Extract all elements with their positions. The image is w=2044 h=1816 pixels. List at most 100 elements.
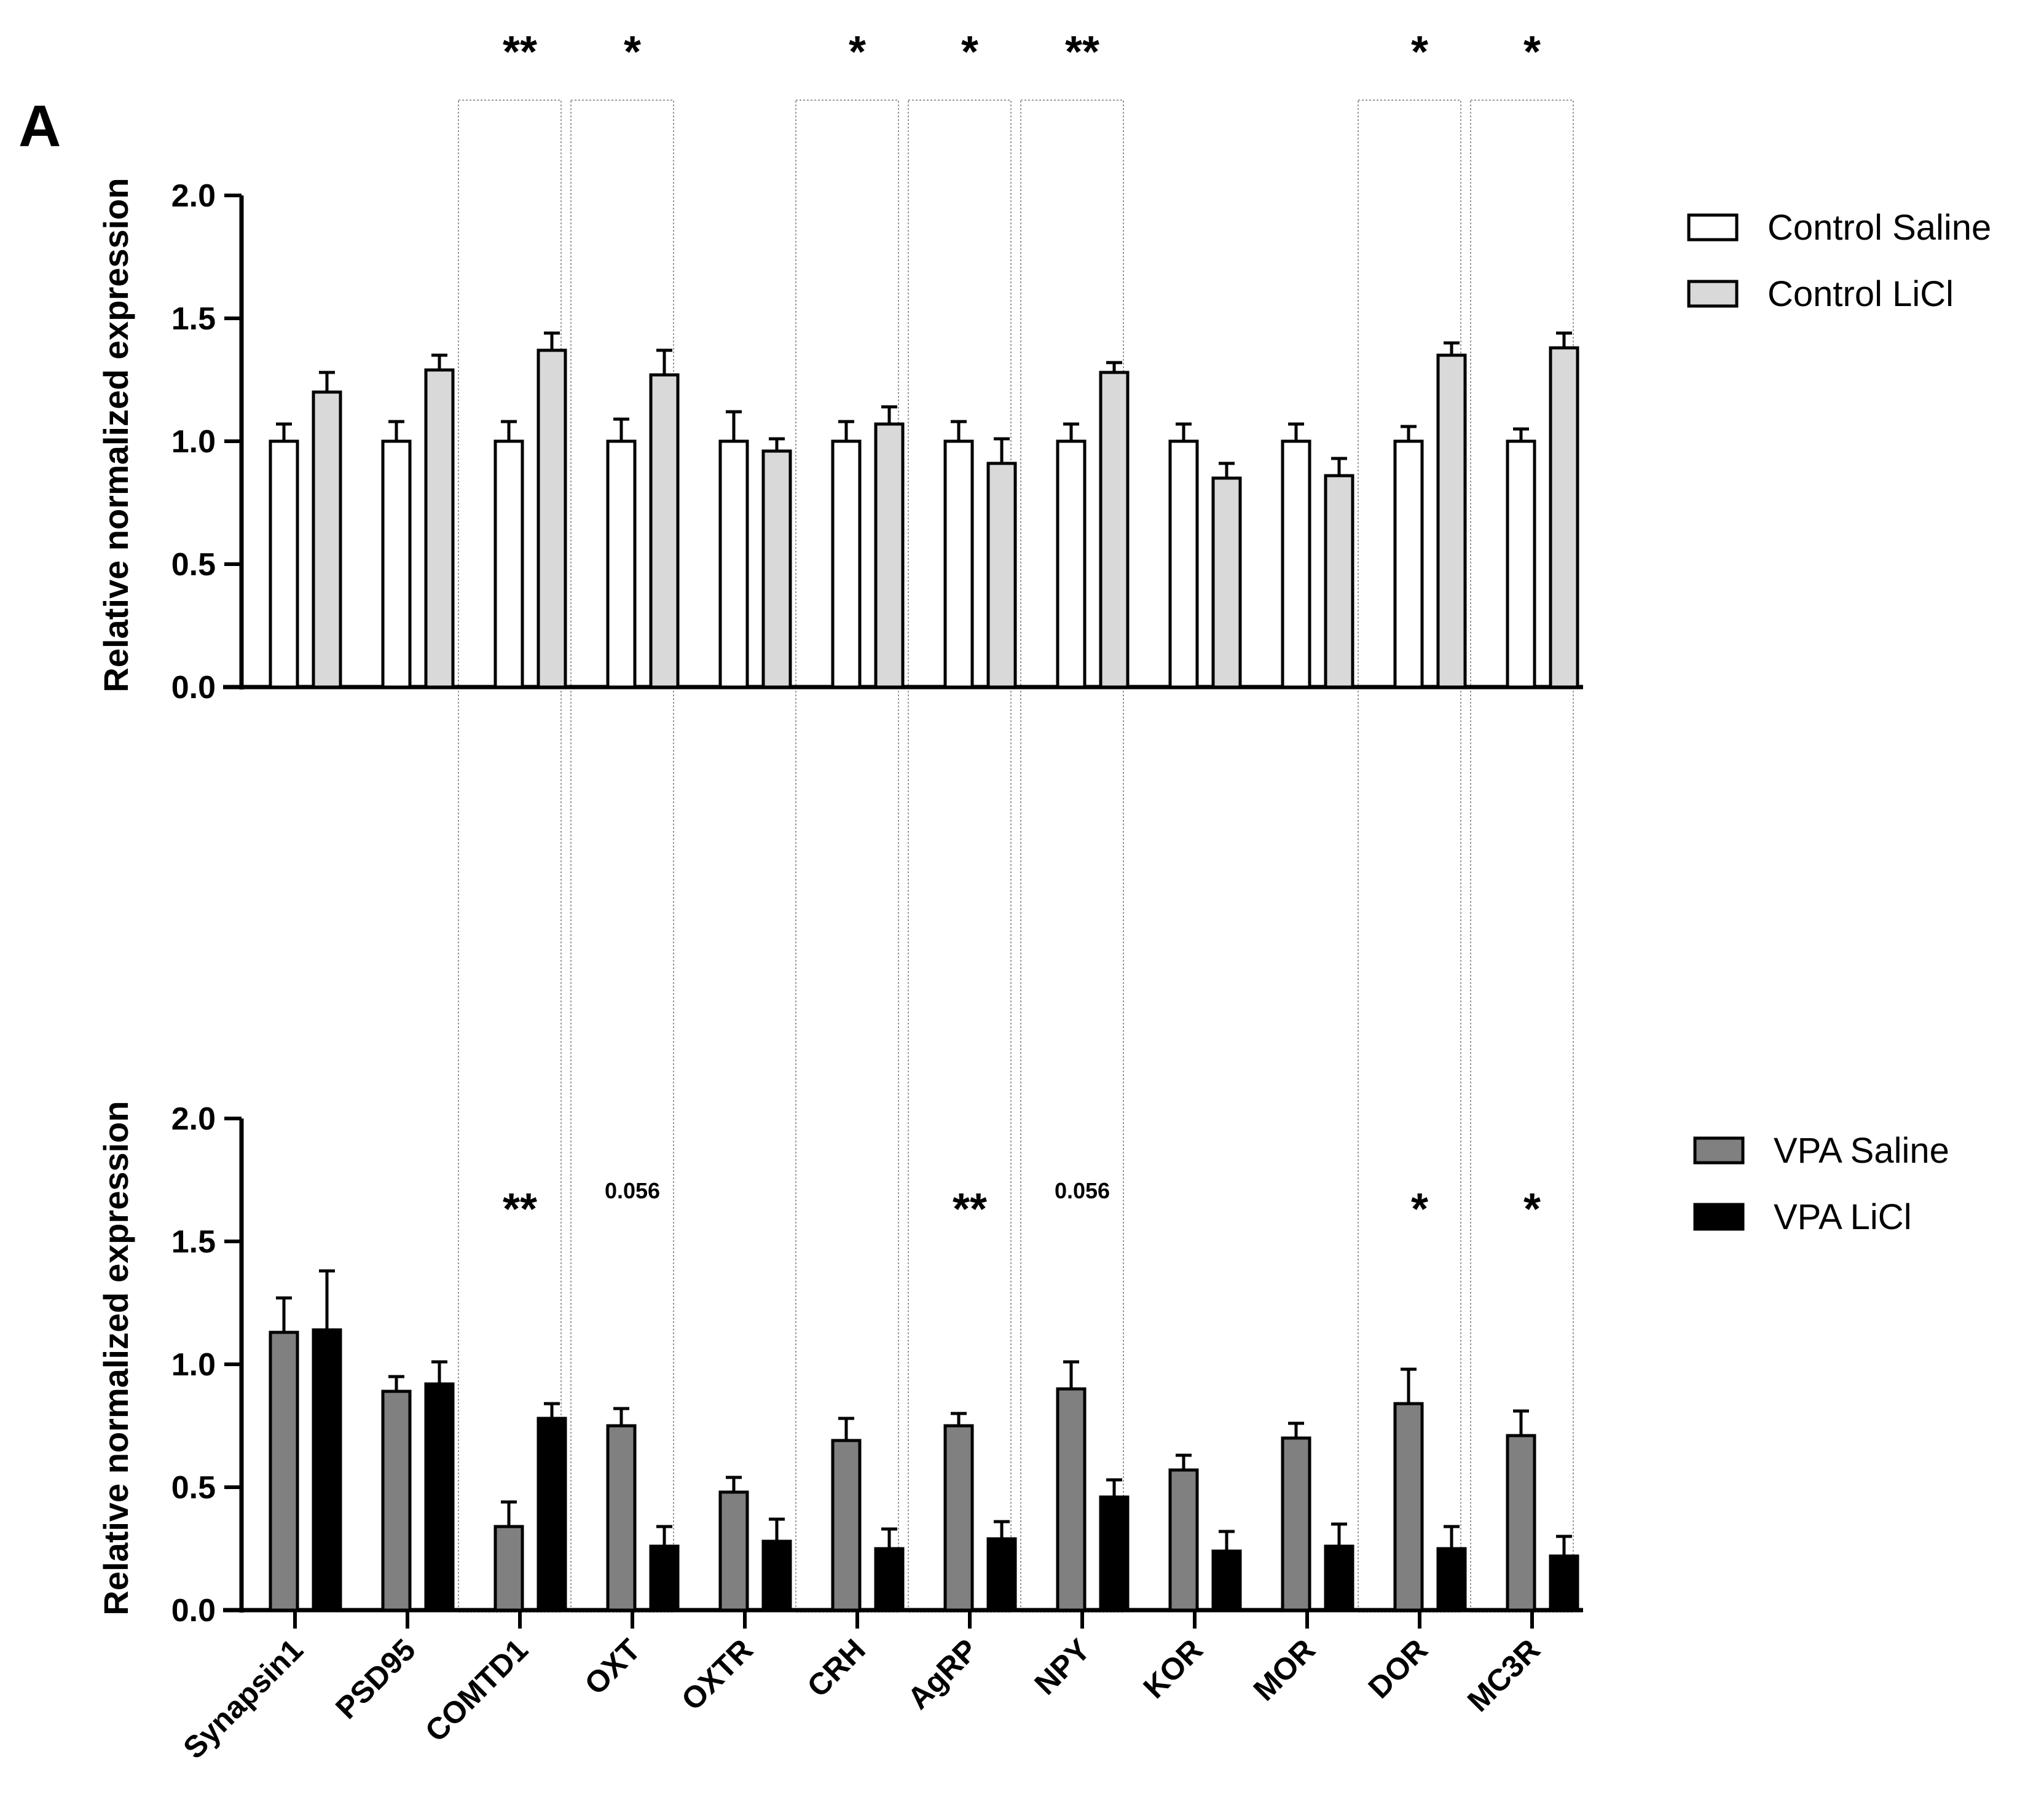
bar-vpa-saline-npy xyxy=(1056,1387,1087,1612)
x-tick-label-dor: DOR xyxy=(1362,1632,1434,1705)
bar-vpa-licl-synapsin1 xyxy=(312,1328,342,1612)
panel-label: A xyxy=(18,93,61,159)
legend-label-vpa-saline: VPA Saline xyxy=(1774,1131,1949,1171)
bar-control-licl-kor xyxy=(1211,476,1242,689)
highlight-box-agrp xyxy=(908,100,1012,1613)
x-tick-label-oxtr: OXTR xyxy=(675,1632,760,1717)
bar-control-licl-psd95 xyxy=(424,368,455,689)
bar-vpa-saline-comtd1 xyxy=(493,1525,524,1612)
y-tick-label: 1.0 xyxy=(171,1347,216,1383)
bar-control-saline-oxtr xyxy=(718,439,749,689)
y-tick-label: 2.0 xyxy=(171,1101,216,1137)
legend-swatch-vpa-saline xyxy=(1693,1136,1745,1165)
bar-vpa-saline-oxt xyxy=(606,1424,637,1612)
y-axis-label: Relative normalized expression xyxy=(96,178,135,692)
bar-vpa-saline-mc3r xyxy=(1506,1434,1536,1612)
significance-npy: ** xyxy=(1065,28,1099,77)
significance-dor: * xyxy=(1411,28,1428,77)
bar-control-saline-synapsin1 xyxy=(269,439,299,689)
bar-vpa-saline-mor xyxy=(1281,1436,1311,1612)
significance-dor: * xyxy=(1411,1185,1428,1234)
x-tick-label-synapsin1: Synapsin1 xyxy=(176,1632,309,1765)
bar-vpa-saline-oxtr xyxy=(718,1490,749,1612)
significance-mc3r: * xyxy=(1523,1185,1541,1234)
bar-control-saline-comtd1 xyxy=(493,439,524,689)
x-tick-label-oxt: OXT xyxy=(578,1632,647,1701)
significance-comtd1: ** xyxy=(503,1185,537,1234)
bar-vpa-licl-agrp xyxy=(986,1537,1017,1612)
bar-control-licl-mc3r xyxy=(1549,346,1579,689)
bar-vpa-licl-psd95 xyxy=(424,1382,455,1612)
significance-agrp: ** xyxy=(953,1185,987,1234)
highlight-box-mc3r xyxy=(1470,100,1574,1613)
bar-control-saline-mc3r xyxy=(1506,439,1536,689)
y-tick-label: 2.0 xyxy=(171,178,216,214)
significance-oxt: * xyxy=(624,28,641,77)
bar-control-saline-npy xyxy=(1056,439,1087,689)
legend-swatch-vpa-licl xyxy=(1693,1203,1745,1231)
bar-control-saline-crh xyxy=(831,439,862,689)
bar-control-saline-kor xyxy=(1168,439,1199,689)
bar-control-licl-comtd1 xyxy=(537,348,567,689)
x-tick-label-mor: MOR xyxy=(1247,1632,1322,1707)
bar-control-licl-npy xyxy=(1099,371,1130,689)
bar-vpa-licl-comtd1 xyxy=(537,1417,567,1612)
bar-control-saline-psd95 xyxy=(381,439,412,689)
bar-vpa-saline-kor xyxy=(1168,1468,1199,1612)
legend-swatch-control-saline xyxy=(1687,213,1739,242)
y-tick-label: 1.5 xyxy=(171,301,216,337)
x-tick-label-npy: NPY xyxy=(1028,1632,1096,1701)
highlight-box-comtd1 xyxy=(458,100,562,1613)
bar-control-licl-oxt xyxy=(649,373,680,689)
legend-label-control-licl: Control LiCl xyxy=(1767,274,1954,314)
chart-top-control: 0.0 0.5 1.0 1.5 2.0 Relative normalized expre… xyxy=(96,28,1991,706)
bar-control-licl-crh xyxy=(874,422,905,689)
bar-vpa-licl-dor xyxy=(1436,1547,1467,1612)
y-tick-label: 1.5 xyxy=(171,1224,216,1260)
x-tick-label-comtd1: COMTD1 xyxy=(419,1632,535,1748)
bar-vpa-licl-kor xyxy=(1211,1549,1242,1612)
bar-vpa-saline-psd95 xyxy=(381,1390,412,1612)
bar-control-licl-oxtr xyxy=(761,449,792,689)
x-tick-label-agrp: AgRP xyxy=(901,1632,985,1716)
bar-vpa-licl-oxtr xyxy=(761,1539,792,1612)
y-tick-label: 1.0 xyxy=(171,424,216,460)
significance-comtd1: ** xyxy=(503,28,537,77)
bar-control-licl-mor xyxy=(1324,474,1354,689)
highlight-boxes xyxy=(458,100,1574,1613)
significance-oxt: 0.056 xyxy=(605,1178,660,1203)
y-axis-label: Relative normalized expression xyxy=(96,1101,135,1615)
bar-control-saline-mor xyxy=(1281,439,1311,689)
legend-label-vpa-licl: VPA LiCl xyxy=(1774,1197,1912,1237)
bar-control-saline-agrp xyxy=(943,439,974,689)
highlight-box-crh xyxy=(795,100,899,1613)
x-tick-label-kor: KOR xyxy=(1137,1632,1209,1705)
bar-control-licl-synapsin1 xyxy=(312,390,342,689)
legend-label-control-saline: Control Saline xyxy=(1767,208,1991,248)
highlight-box-oxt xyxy=(570,100,674,1613)
y-tick-label: 0.0 xyxy=(171,1593,216,1629)
chart-bottom-vpa: 0.0 0.5 1.0 1.5 2.0 Relative normalized expre… xyxy=(96,1101,1949,1765)
bar-vpa-licl-npy xyxy=(1099,1495,1130,1612)
significance-crh: * xyxy=(849,28,866,77)
bar-vpa-licl-oxt xyxy=(649,1544,680,1612)
significance-npy: 0.056 xyxy=(1055,1178,1110,1203)
bar-vpa-saline-crh xyxy=(831,1439,862,1612)
x-tick-label-mc3r: MC3R xyxy=(1461,1632,1547,1718)
significance-agrp: * xyxy=(961,28,978,77)
bar-vpa-licl-mc3r xyxy=(1549,1554,1579,1612)
significance-mc3r: * xyxy=(1523,28,1541,77)
bar-vpa-saline-dor xyxy=(1393,1402,1424,1612)
y-tick-label: 0.5 xyxy=(171,547,216,583)
x-tick-label-crh: CRH xyxy=(801,1632,872,1704)
x-tick-label-psd95: PSD95 xyxy=(329,1632,422,1726)
bar-vpa-saline-agrp xyxy=(943,1424,974,1612)
y-tick-label: 0.5 xyxy=(171,1470,216,1506)
bar-vpa-saline-synapsin1 xyxy=(269,1331,299,1612)
legend-swatch-control-licl xyxy=(1687,280,1739,308)
bar-vpa-licl-mor xyxy=(1324,1544,1354,1612)
y-tick-label: 0.0 xyxy=(171,670,216,706)
bar-control-saline-dor xyxy=(1393,439,1424,689)
bar-vpa-licl-crh xyxy=(874,1547,905,1612)
